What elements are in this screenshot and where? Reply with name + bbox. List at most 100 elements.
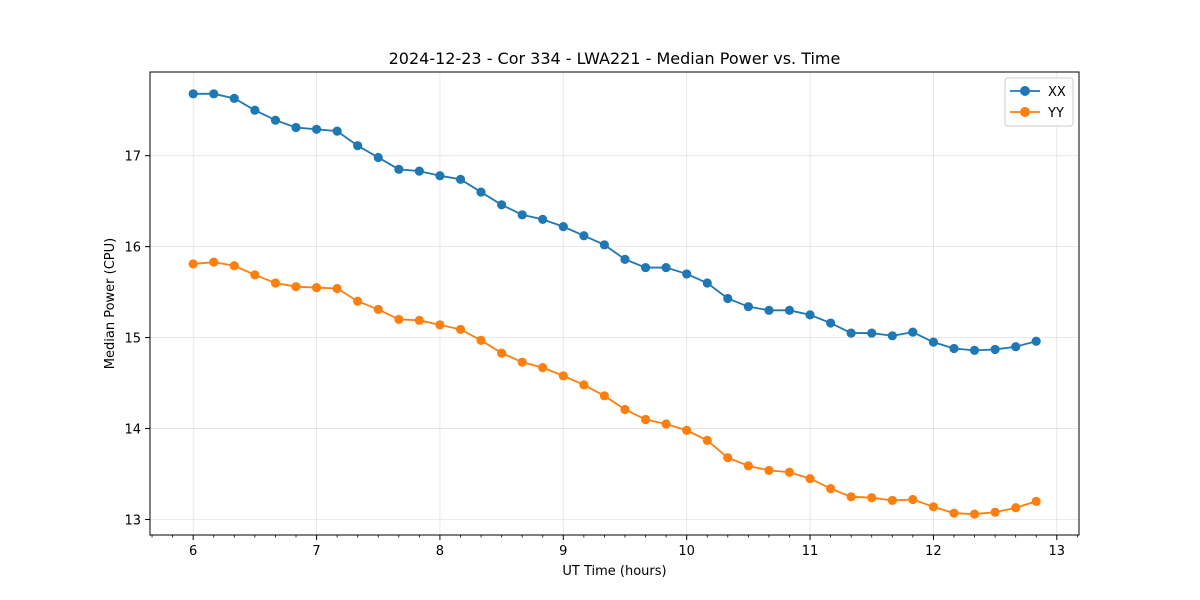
data-point-yy xyxy=(826,484,836,494)
data-point-xx xyxy=(229,93,239,103)
data-point-xx xyxy=(497,200,507,210)
plot-frame xyxy=(149,71,1080,536)
x-axis-label: UT Time (hours) xyxy=(562,564,666,579)
data-point-xx xyxy=(867,328,877,338)
legend-label-xx: XX xyxy=(1048,85,1066,100)
x-tick-label: 12 xyxy=(925,544,942,559)
data-point-yy xyxy=(702,435,712,445)
data-point-yy xyxy=(394,314,404,325)
data-point-xx xyxy=(558,222,568,232)
data-point-xx xyxy=(270,115,281,125)
data-point-yy xyxy=(640,414,651,425)
data-point-yy xyxy=(291,282,301,292)
data-point-xx xyxy=(188,89,198,99)
data-point-yy xyxy=(435,320,445,330)
data-point-yy xyxy=(353,296,363,306)
data-point-xx xyxy=(620,254,630,264)
y-tick-label: 17 xyxy=(124,150,141,165)
series-layer xyxy=(188,89,1041,519)
data-point-xx xyxy=(846,328,856,338)
data-point-yy xyxy=(784,467,795,477)
data-point-xx xyxy=(209,89,219,99)
data-point-xx xyxy=(353,141,363,151)
data-point-yy xyxy=(311,282,322,293)
data-point-yy xyxy=(373,304,383,315)
data-point-xx xyxy=(414,166,424,176)
y-tick-label: 16 xyxy=(124,241,141,256)
series-yy xyxy=(188,257,1041,519)
data-point-xx xyxy=(250,105,260,115)
data-point-xx xyxy=(805,310,815,320)
data-point-xx xyxy=(538,214,548,224)
data-point-yy xyxy=(887,495,897,506)
x-tick-label: 10 xyxy=(678,544,695,559)
data-point-xx xyxy=(455,174,466,184)
x-tick-label: 13 xyxy=(1049,544,1066,559)
legend-label-yy: YY xyxy=(1047,106,1064,121)
data-point-xx xyxy=(784,305,795,315)
x-tick-label: 8 xyxy=(436,544,444,559)
data-point-yy xyxy=(558,371,568,381)
data-point-yy xyxy=(188,259,198,269)
data-point-xx xyxy=(435,171,445,181)
data-point-xx xyxy=(887,331,897,341)
y-tick-label: 15 xyxy=(124,332,141,347)
data-point-yy xyxy=(414,315,424,325)
data-point-xx xyxy=(928,337,939,347)
data-point-xx xyxy=(723,293,733,304)
series-xx xyxy=(188,89,1041,355)
data-point-yy xyxy=(599,391,609,401)
data-point-yy xyxy=(579,380,589,390)
data-point-yy xyxy=(620,404,630,415)
data-point-xx xyxy=(640,262,651,273)
data-point-xx xyxy=(579,231,589,241)
data-point-yy xyxy=(270,278,281,288)
data-point-xx xyxy=(311,124,322,134)
data-point-xx xyxy=(599,240,609,250)
y-axis-label: Median Power (CPU) xyxy=(103,238,118,369)
data-point-xx xyxy=(291,122,301,133)
data-point-yy xyxy=(250,270,260,280)
data-point-xx xyxy=(1031,336,1041,346)
data-point-yy xyxy=(538,363,548,373)
legend-marker-yy xyxy=(1020,107,1030,117)
data-point-yy xyxy=(229,261,239,271)
data-point-xx xyxy=(1011,342,1021,352)
data-point-xx xyxy=(476,187,486,197)
data-point-yy xyxy=(1031,496,1041,506)
data-point-yy xyxy=(332,283,342,294)
data-point-xx xyxy=(826,318,836,328)
data-point-yy xyxy=(846,492,856,502)
data-point-xx xyxy=(682,269,692,279)
data-point-xx xyxy=(743,302,753,312)
data-point-yy xyxy=(1011,503,1021,513)
data-point-yy xyxy=(476,335,486,345)
data-point-yy xyxy=(990,507,1000,517)
x-tick-label: 9 xyxy=(559,544,567,559)
data-point-yy xyxy=(969,509,980,519)
data-point-yy xyxy=(497,348,507,358)
data-point-yy xyxy=(682,425,692,435)
data-point-yy xyxy=(517,357,527,367)
data-point-yy xyxy=(661,419,671,429)
data-point-xx xyxy=(949,343,959,354)
data-point-yy xyxy=(949,508,959,518)
data-point-xx xyxy=(373,152,383,163)
data-point-yy xyxy=(723,453,733,463)
data-point-yy xyxy=(455,324,466,335)
data-point-yy xyxy=(209,257,219,267)
data-point-xx xyxy=(661,262,671,273)
data-point-xx xyxy=(969,345,980,355)
data-point-yy xyxy=(867,493,877,503)
legend-marker-xx xyxy=(1020,86,1030,96)
data-point-xx xyxy=(517,210,527,220)
data-point-xx xyxy=(764,305,774,315)
data-point-xx xyxy=(702,278,712,288)
data-point-xx xyxy=(908,327,918,337)
chart-title: 2024-12-23 - Cor 334 - LWA221 - Median P… xyxy=(389,49,841,68)
data-point-yy xyxy=(743,461,753,471)
data-point-yy xyxy=(928,502,939,512)
data-point-yy xyxy=(764,465,774,476)
data-point-xx xyxy=(332,126,342,136)
